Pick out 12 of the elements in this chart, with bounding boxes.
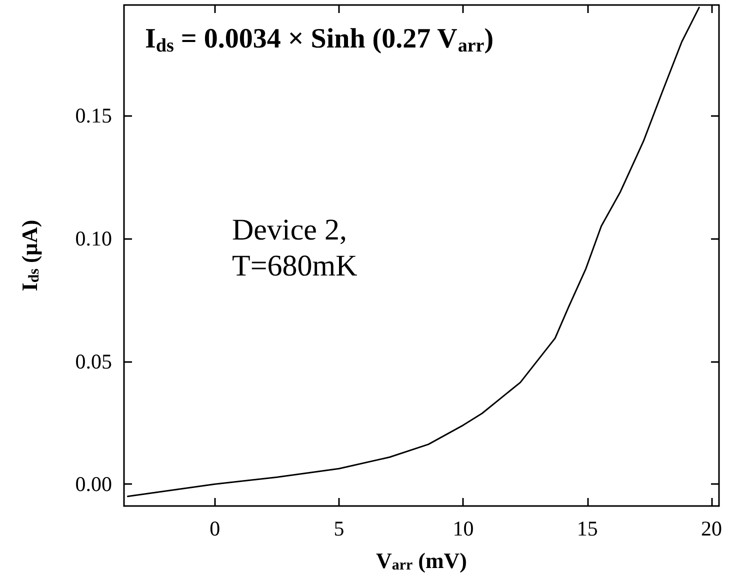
x-tick-label: 5 <box>334 516 344 540</box>
x-tick-label: 20 <box>701 516 722 540</box>
y-axis-title: Ids (µA) <box>17 220 42 292</box>
y-tick-label: 0.10 <box>75 226 112 250</box>
x-axis-title: Varr (mV) <box>376 548 468 574</box>
y-tick-label: 0.15 <box>75 104 112 128</box>
annotation: Device 2, T=680mK <box>232 214 358 282</box>
x-tick-label: 10 <box>452 516 474 540</box>
y-tick-label: 0.05 <box>75 349 112 374</box>
x-tick-label: 0 <box>210 516 220 540</box>
y-tick-label: 0.00 <box>75 472 112 496</box>
x-tick-label: 15 <box>576 516 598 540</box>
